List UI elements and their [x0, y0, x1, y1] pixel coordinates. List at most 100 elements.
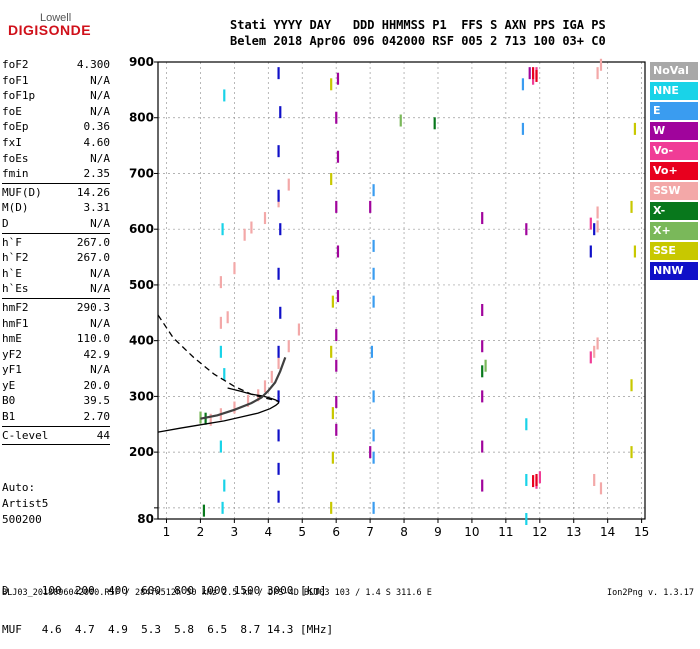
legend-item: X+ [650, 222, 698, 240]
echo-point [277, 145, 280, 158]
legend: NoVal NNE E W Vo- Vo+ SSW X- X+ SSE NNW [650, 62, 698, 282]
echo-point [219, 440, 222, 453]
echo-point [481, 479, 484, 492]
echo-point [335, 423, 338, 436]
logo-digisonde: DIGISONDE [8, 22, 92, 38]
param-label: foEp [2, 120, 29, 134]
echo-point [370, 345, 374, 358]
x-tick-label: 14 [600, 525, 615, 539]
echo-point [532, 475, 535, 488]
echo-point [481, 340, 484, 353]
echo-point [369, 200, 372, 213]
d-muf-table: D 100 200 400 600 800 1000 1500 3000 [km… [2, 558, 333, 649]
param-value: N/A [90, 151, 110, 165]
echo-point [633, 245, 637, 258]
echo-point [223, 479, 226, 492]
echo-point [335, 111, 338, 124]
x-tick-label: 2 [197, 525, 205, 539]
echo-point [297, 323, 301, 336]
param-value: 4.300 [76, 58, 110, 71]
echo-point [372, 390, 375, 403]
param-row: B0 39.5 [2, 393, 110, 409]
legend-item: E [650, 102, 698, 120]
echo-point [279, 106, 282, 119]
echo-point [277, 462, 280, 475]
echo-point [263, 212, 267, 225]
param-value: 3.31 [83, 201, 111, 215]
echo-point [399, 114, 402, 127]
echo-point [433, 117, 436, 130]
y-tick-label: 900 [129, 55, 154, 69]
echo-point [481, 365, 484, 378]
footer-version: Ion2Png v. 1.3.17 [607, 588, 694, 598]
y-tick-label: 200 [129, 445, 154, 459]
echo-point [521, 122, 525, 135]
param-row: foEs N/A [2, 151, 110, 167]
echo-point [219, 276, 222, 289]
echo-point [589, 217, 592, 230]
echo-point [481, 440, 484, 453]
param-row: h`F 267.0 [2, 235, 110, 251]
muf-row: MUF 4.6 4.7 4.9 5.3 5.8 6.5 8.7 14.3 [MH… [2, 623, 334, 636]
echo-point [596, 337, 599, 350]
param-label: hmF2 [2, 300, 29, 314]
param-value: N/A [90, 216, 110, 230]
param-label: B0 [2, 394, 16, 408]
x-tick-label: 7 [366, 525, 374, 539]
echo-point [330, 173, 333, 186]
y-tick-label: 700 [129, 166, 154, 180]
echo-point [599, 58, 603, 71]
param-value: N/A [90, 282, 110, 296]
echo-point [532, 67, 535, 80]
echo-point [277, 356, 280, 369]
echo-point [593, 473, 596, 486]
legend-item: W [650, 122, 698, 140]
param-value: 290.3 [76, 300, 110, 314]
param-row: hmF1 N/A [2, 316, 110, 332]
param-value: 0.36 [83, 120, 111, 134]
param-row: foF1 N/A [2, 73, 110, 89]
param-label: D [2, 216, 9, 230]
auto-info: Auto: Artist5 500200 [2, 480, 48, 528]
echo-point [287, 178, 290, 191]
echo-point [263, 380, 267, 393]
param-value: 267.0 [76, 251, 110, 265]
echo-point [330, 78, 333, 91]
param-label: foF1 [2, 73, 29, 87]
y-tick-label: 80 [137, 512, 154, 526]
param-row: foEp 0.36 [2, 119, 110, 135]
echo-point [535, 473, 538, 486]
echo-point [372, 295, 375, 308]
param-label: hmE [2, 332, 22, 346]
echo-point [331, 407, 334, 420]
echo-point [336, 72, 340, 85]
echo-point [279, 306, 282, 319]
echo-point [223, 89, 226, 102]
param-row: foF1p N/A [2, 88, 110, 104]
param-value: 44 [96, 428, 110, 442]
x-tick-label: 12 [532, 525, 547, 539]
echo-point [596, 220, 599, 233]
param-label: C-level [2, 428, 49, 442]
echo-point [481, 390, 484, 403]
echo-point [336, 245, 340, 258]
echo-point [538, 471, 541, 484]
header-values: Belem 2018 Apr06 096 042000 RSF 005 2 71… [230, 34, 606, 48]
echo-point [277, 345, 280, 358]
x-tick-label: 5 [298, 525, 306, 539]
parameter-table: foF2 4.300 foF1 N/A foF1p N/A foE N/A foEp 0.36 fx… [2, 57, 110, 446]
auto-artist: Artist5 [2, 497, 49, 510]
echo-point [277, 490, 280, 503]
param-row: M(D) 3.31 [2, 200, 110, 216]
param-value: 42.9 [83, 347, 111, 361]
param-label: foE [2, 104, 22, 118]
echo-point [330, 345, 333, 358]
echo-point [335, 359, 338, 372]
echo-point [372, 184, 375, 197]
param-row: D N/A [2, 216, 110, 232]
param-row: foE N/A [2, 104, 110, 120]
echo-point [279, 223, 282, 236]
echo-point [335, 329, 338, 342]
echo-point [277, 429, 280, 442]
echo-point [277, 189, 280, 202]
